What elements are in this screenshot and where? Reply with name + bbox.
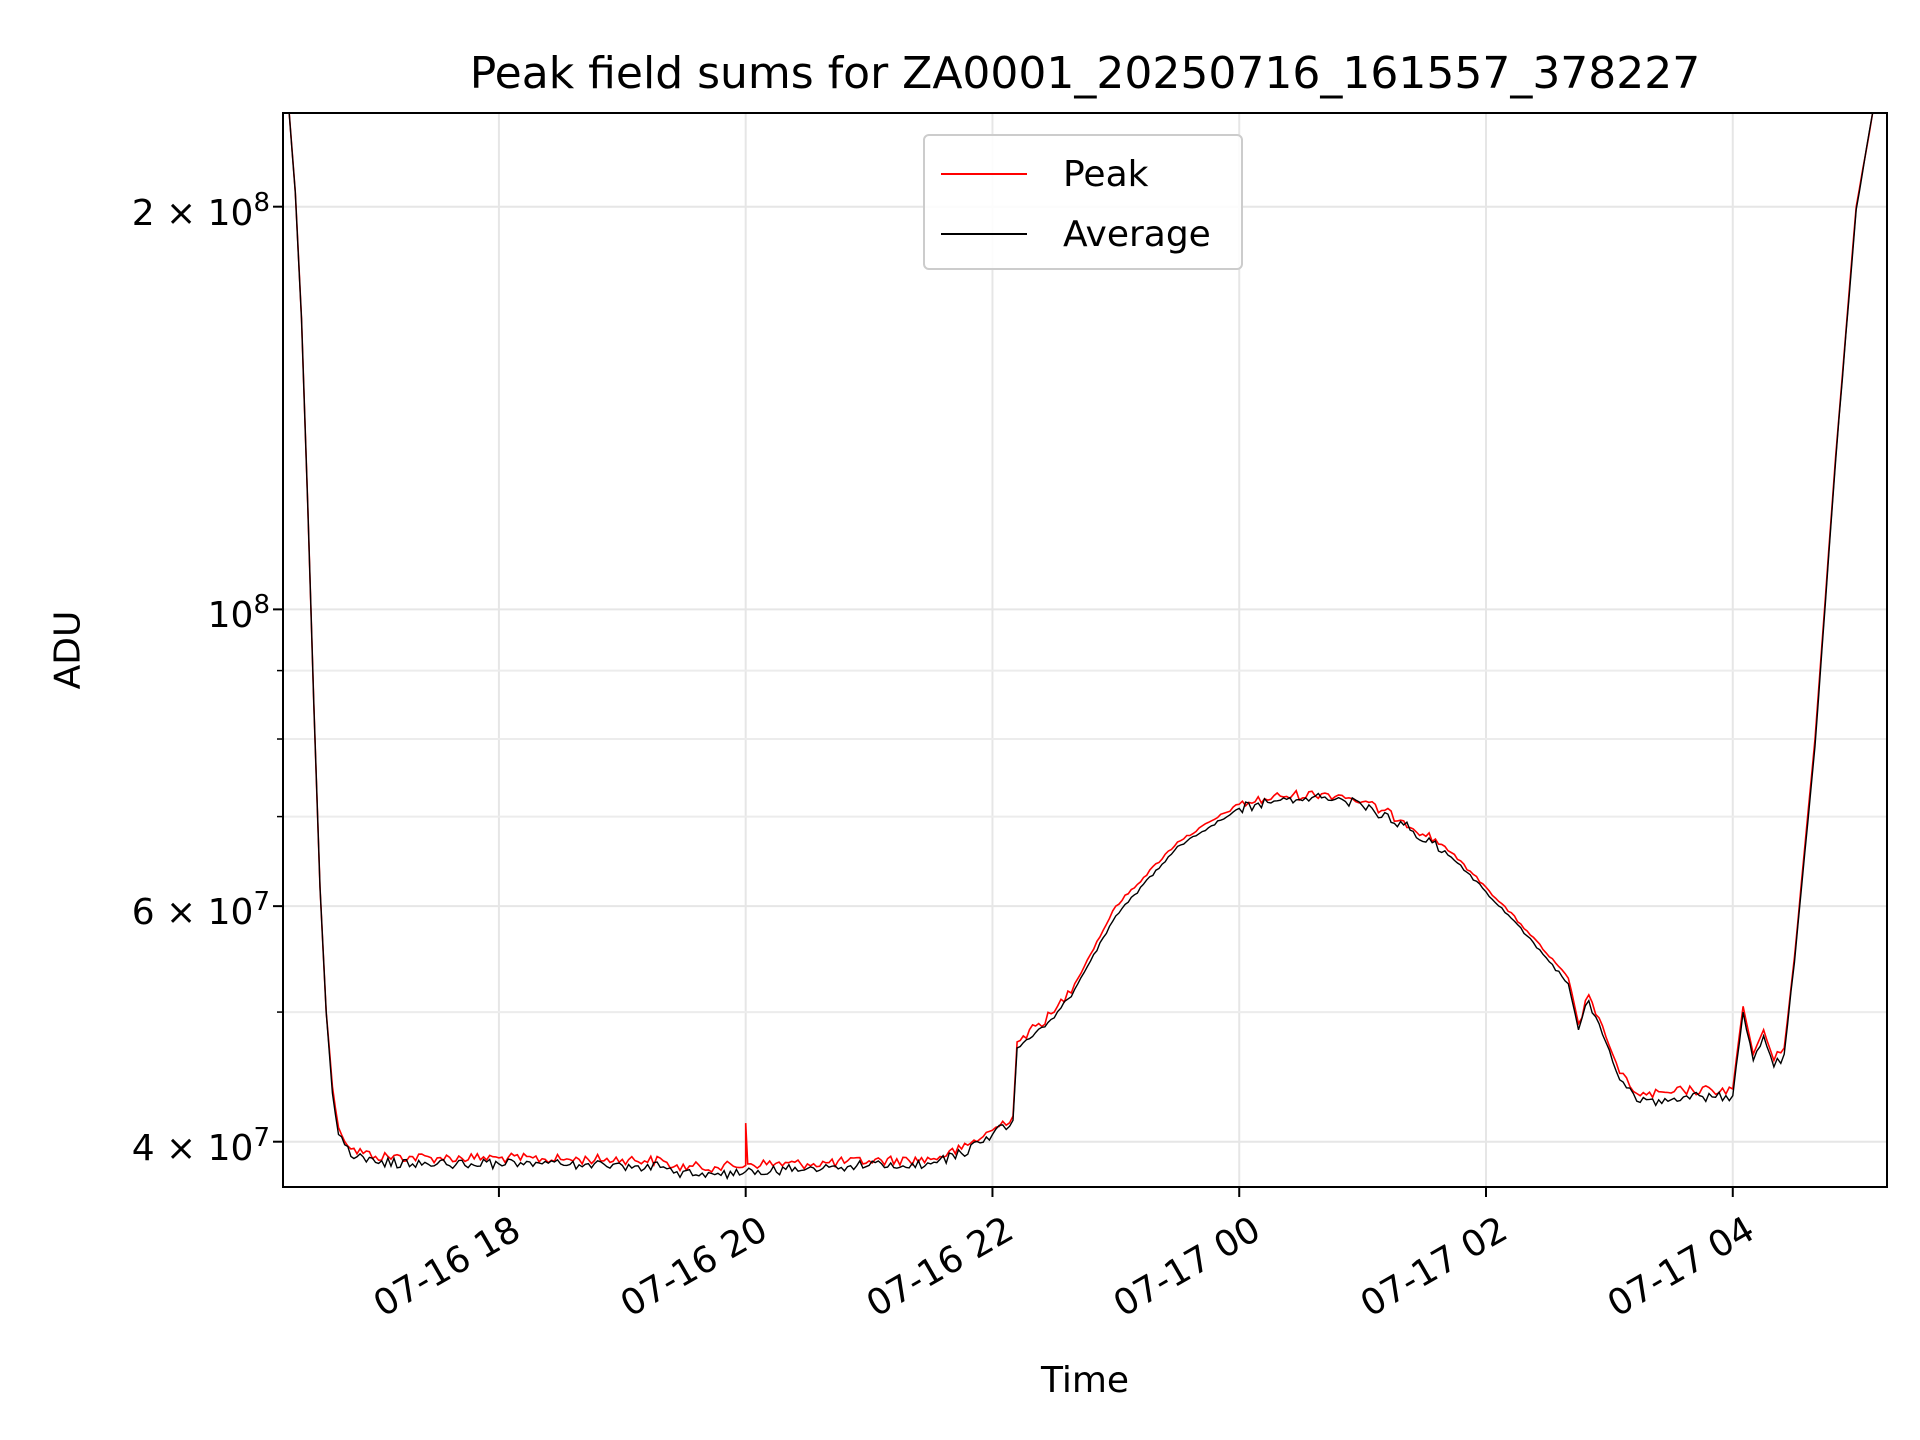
y-tick-mantissa: 2 × 10 (131, 192, 254, 234)
y-tick-label: 2 × 108 (132, 188, 270, 234)
y-tick-mantissa: 6 × 10 (131, 892, 254, 934)
y-tick-label: 6 × 107 (132, 887, 270, 933)
y-tick-exponent: 8 (253, 590, 270, 621)
legend-label-peak: Peak (1063, 153, 1149, 195)
legend: Peak Average (923, 134, 1243, 270)
y-tick-exponent: 8 (253, 187, 270, 218)
y-tick-mantissa: 4 × 10 (131, 1127, 254, 1169)
legend-item-average: Average (941, 213, 1211, 255)
y-tick-exponent: 7 (253, 1122, 270, 1153)
axis-ticks (273, 205, 1734, 1197)
y-tick-label: 108 (208, 590, 270, 636)
y-tick-label: 4 × 107 (132, 1123, 270, 1169)
legend-item-peak: Peak (941, 153, 1149, 195)
plot-area-frame (282, 112, 1888, 1188)
legend-swatch-average (941, 233, 1027, 235)
y-tick-exponent: 7 (253, 887, 270, 918)
grid-lines (283, 113, 1887, 1187)
series-lines (288, 112, 1874, 1181)
x-axis-label: Time (1040, 1360, 1130, 1401)
y-axis-label: ADU (47, 610, 89, 690)
series-line-average (288, 112, 1874, 1181)
chart-title: Peak field sums for ZA0001_20250716_1615… (469, 48, 1701, 99)
legend-swatch-peak (941, 173, 1027, 175)
legend-label-average: Average (1063, 213, 1211, 255)
y-tick-mantissa: 10 (207, 595, 254, 637)
